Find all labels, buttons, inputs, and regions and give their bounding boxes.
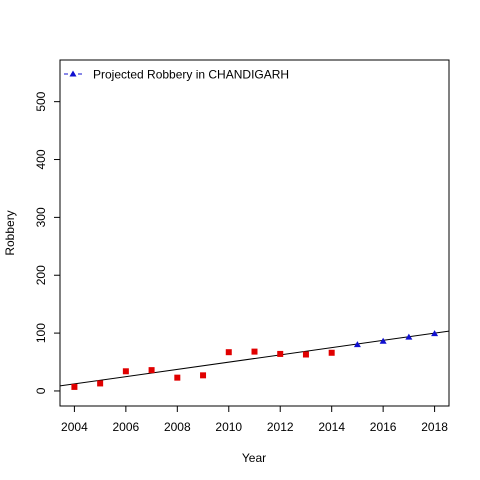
y-tick-label: 300	[34, 207, 48, 227]
observed-point	[200, 372, 207, 379]
trend-line	[59, 330, 450, 387]
trend-line-group	[59, 330, 450, 387]
y-tick-label: 100	[34, 323, 48, 343]
observed-point	[71, 383, 78, 390]
projected-point	[431, 330, 439, 337]
observed-point	[97, 380, 104, 387]
y-axis-title: Robbery	[3, 210, 17, 255]
x-tick-label: 2008	[164, 420, 191, 434]
observed-point	[122, 368, 129, 375]
x-axis: 2004 2006 2008 2010 2012 2014 2016 2018	[61, 405, 448, 434]
x-tick-label: 2012	[267, 420, 294, 434]
projected-point	[353, 341, 361, 348]
observed-point	[174, 374, 181, 381]
data-points	[71, 330, 439, 390]
x-tick-label: 2016	[370, 420, 397, 434]
observed-point	[148, 367, 155, 374]
projected-point	[379, 337, 387, 344]
x-tick-label: 2006	[113, 420, 140, 434]
observed-point	[251, 348, 258, 355]
legend-label: Projected Robbery in CHANDIGARH	[93, 68, 289, 82]
y-tick-label: 400	[34, 149, 48, 169]
observed-point	[277, 350, 284, 357]
observed-point	[302, 351, 309, 358]
x-tick-label: 2018	[421, 420, 448, 434]
x-tick-label: 2010	[215, 420, 242, 434]
observed-point	[328, 349, 335, 356]
x-tick-label: 2014	[318, 420, 345, 434]
y-tick-label: 200	[34, 265, 48, 285]
legend: Projected Robbery in CHANDIGARH	[64, 68, 289, 82]
legend-triangle-icon	[69, 70, 77, 77]
x-tick-label: 2004	[61, 420, 88, 434]
projected-point	[405, 333, 413, 340]
y-tick-label: 0	[34, 387, 48, 394]
observed-point	[225, 349, 232, 356]
y-tick-label: 500	[34, 91, 48, 111]
y-axis: 0 100 200 300 400 500	[34, 91, 61, 394]
x-axis-title: Year	[242, 451, 266, 465]
